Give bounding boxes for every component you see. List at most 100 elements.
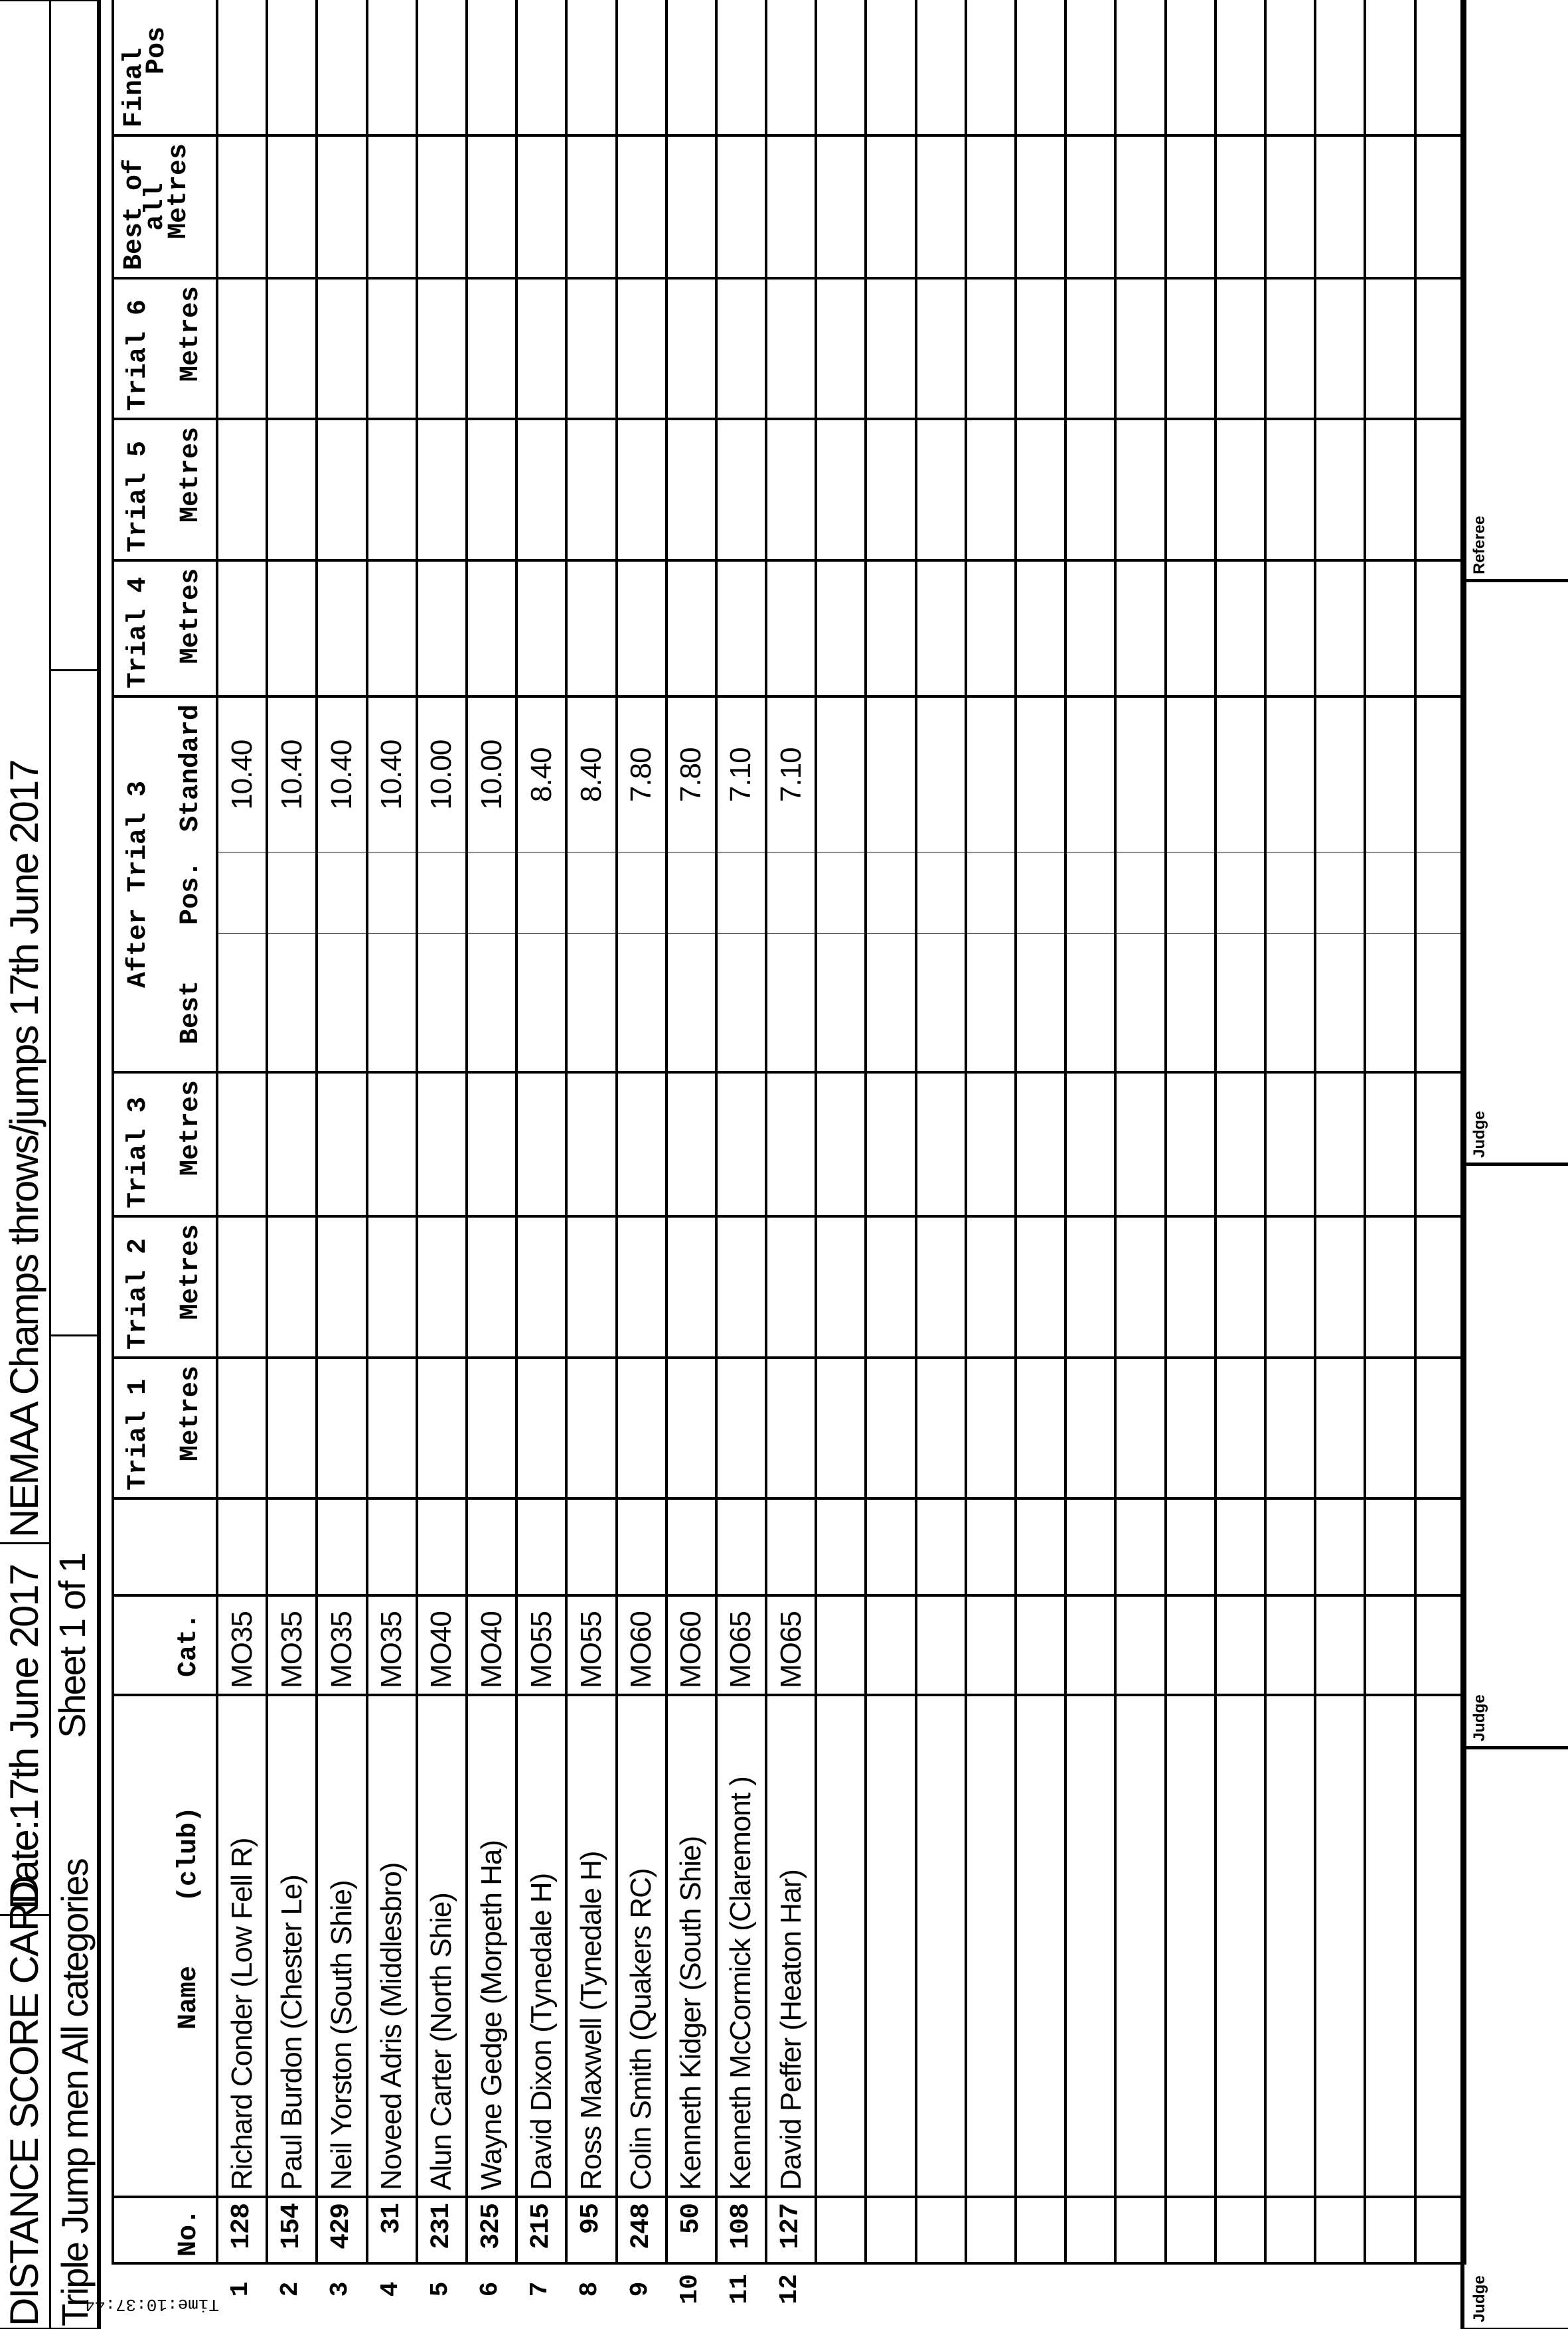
best-of-all-cell[interactable]: [566, 135, 617, 278]
best-after-trial3-cell[interactable]: [1165, 934, 1215, 1072]
trial6-cell[interactable]: [516, 278, 567, 419]
best-of-all-cell[interactable]: [1065, 135, 1116, 278]
best-of-all-cell[interactable]: [1215, 135, 1265, 278]
trial4-cell[interactable]: [1065, 560, 1116, 696]
final-position-cell[interactable]: [666, 0, 716, 135]
trial1-cell[interactable]: [866, 1358, 916, 1498]
trial3-cell[interactable]: [1315, 1072, 1366, 1216]
trial3-cell[interactable]: [666, 1072, 716, 1216]
trial2-cell[interactable]: [915, 1216, 966, 1358]
best-of-all-cell[interactable]: [317, 135, 367, 278]
position-after-trial3-cell[interactable]: [466, 852, 517, 934]
trial2-cell[interactable]: [816, 1216, 866, 1358]
position-after-trial3-cell[interactable]: [616, 852, 666, 934]
trial6-cell[interactable]: [416, 278, 467, 419]
trial2-cell[interactable]: [1265, 1216, 1316, 1358]
best-of-all-cell[interactable]: [267, 135, 317, 278]
blank-cell[interactable]: [1365, 1498, 1415, 1595]
trial3-cell[interactable]: [1215, 1072, 1265, 1216]
trial3-cell[interactable]: [1265, 1072, 1316, 1216]
trial5-cell[interactable]: [616, 418, 666, 560]
final-position-cell[interactable]: [516, 0, 567, 135]
trial2-cell[interactable]: [317, 1216, 367, 1358]
trial4-cell[interactable]: [466, 560, 517, 696]
trial2-cell[interactable]: [1315, 1216, 1366, 1358]
best-of-all-cell[interactable]: [666, 135, 716, 278]
trial6-cell[interactable]: [1415, 278, 1465, 419]
trial3-cell[interactable]: [716, 1072, 767, 1216]
trial1-cell[interactable]: [766, 1358, 817, 1498]
trial4-cell[interactable]: [1115, 560, 1166, 696]
trial1-cell[interactable]: [566, 1358, 617, 1498]
best-after-trial3-cell[interactable]: [1115, 934, 1166, 1072]
trial2-cell[interactable]: [1365, 1216, 1415, 1358]
trial1-cell[interactable]: [1165, 1358, 1215, 1498]
trial4-cell[interactable]: [267, 560, 317, 696]
trial2-cell[interactable]: [466, 1216, 517, 1358]
best-of-all-cell[interactable]: [516, 135, 567, 278]
blank-cell[interactable]: [866, 1498, 916, 1595]
trial2-cell[interactable]: [1215, 1216, 1265, 1358]
trial4-cell[interactable]: [1215, 560, 1265, 696]
best-after-trial3-cell[interactable]: [1415, 934, 1465, 1072]
best-of-all-cell[interactable]: [1115, 135, 1166, 278]
trial1-cell[interactable]: [1265, 1358, 1316, 1498]
best-after-trial3-cell[interactable]: [1016, 934, 1066, 1072]
trial5-cell[interactable]: [766, 418, 817, 560]
trial1-cell[interactable]: [416, 1358, 467, 1498]
blank-cell[interactable]: [1415, 1498, 1465, 1595]
trial3-cell[interactable]: [267, 1072, 317, 1216]
trial4-cell[interactable]: [1315, 560, 1366, 696]
trial6-cell[interactable]: [816, 278, 866, 419]
trial5-cell[interactable]: [866, 418, 916, 560]
blank-cell[interactable]: [816, 1498, 866, 1595]
trial4-cell[interactable]: [1265, 560, 1316, 696]
best-after-trial3-cell[interactable]: [866, 934, 916, 1072]
best-of-all-cell[interactable]: [965, 135, 1016, 278]
blank-cell[interactable]: [466, 1498, 517, 1595]
final-position-cell[interactable]: [1365, 0, 1415, 135]
trial6-cell[interactable]: [267, 278, 317, 419]
final-position-cell[interactable]: [965, 0, 1016, 135]
final-position-cell[interactable]: [716, 0, 767, 135]
best-of-all-cell[interactable]: [416, 135, 467, 278]
trial4-cell[interactable]: [366, 560, 417, 696]
position-after-trial3-cell[interactable]: [915, 852, 966, 934]
trial3-cell[interactable]: [866, 1072, 916, 1216]
position-after-trial3-cell[interactable]: [866, 852, 916, 934]
trial4-cell[interactable]: [915, 560, 966, 696]
best-of-all-cell[interactable]: [366, 135, 417, 278]
trial3-cell[interactable]: [1415, 1072, 1465, 1216]
trial4-cell[interactable]: [416, 560, 467, 696]
trial4-cell[interactable]: [217, 560, 268, 696]
best-of-all-cell[interactable]: [1165, 135, 1215, 278]
trial3-cell[interactable]: [1115, 1072, 1166, 1216]
trial3-cell[interactable]: [915, 1072, 966, 1216]
blank-cell[interactable]: [516, 1498, 567, 1595]
position-after-trial3-cell[interactable]: [1365, 852, 1415, 934]
trial6-cell[interactable]: [1165, 278, 1215, 419]
trial6-cell[interactable]: [217, 278, 268, 419]
trial1-cell[interactable]: [217, 1358, 268, 1498]
trial5-cell[interactable]: [566, 418, 617, 560]
trial3-cell[interactable]: [1016, 1072, 1066, 1216]
position-after-trial3-cell[interactable]: [1215, 852, 1265, 934]
position-after-trial3-cell[interactable]: [965, 852, 1016, 934]
trial5-cell[interactable]: [317, 418, 367, 560]
trial5-cell[interactable]: [217, 418, 268, 560]
trial5-cell[interactable]: [267, 418, 317, 560]
trial2-cell[interactable]: [616, 1216, 666, 1358]
trial5-cell[interactable]: [716, 418, 767, 560]
best-of-all-cell[interactable]: [1315, 135, 1366, 278]
blank-cell[interactable]: [1016, 1498, 1066, 1595]
blank-cell[interactable]: [1315, 1498, 1366, 1595]
best-of-all-cell[interactable]: [766, 135, 817, 278]
position-after-trial3-cell[interactable]: [516, 852, 567, 934]
final-position-cell[interactable]: [1165, 0, 1215, 135]
trial4-cell[interactable]: [816, 560, 866, 696]
blank-cell[interactable]: [267, 1498, 317, 1595]
trial1-cell[interactable]: [516, 1358, 567, 1498]
trial2-cell[interactable]: [267, 1216, 317, 1358]
trial6-cell[interactable]: [965, 278, 1016, 419]
trial6-cell[interactable]: [1016, 278, 1066, 419]
